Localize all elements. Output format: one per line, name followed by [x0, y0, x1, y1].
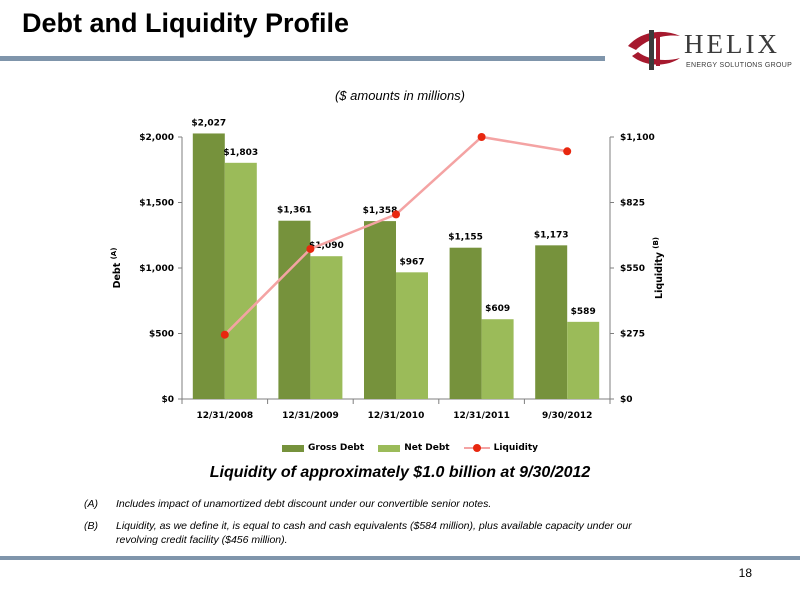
- y-left-tick-label: $0: [161, 395, 174, 405]
- data-label-gross-debt: $1,358: [363, 206, 398, 216]
- bar-net-debt: [481, 319, 514, 399]
- y-right-axis-title: Liquidity (B): [652, 237, 665, 299]
- bar-net-debt: [567, 321, 600, 399]
- x-tick-label: 12/31/2009: [282, 411, 339, 421]
- x-tick-label: 12/31/2008: [196, 411, 253, 421]
- bar-gross-debt: [364, 221, 396, 399]
- footnote-b-marker: (B): [84, 520, 98, 532]
- legend-marker-liquidity: [463, 443, 490, 453]
- footnote-b-text: Liquidity, as we define it, is equal to …: [116, 520, 632, 546]
- footnote-a-marker: (A): [84, 498, 98, 510]
- data-label-net-debt: $967: [399, 257, 424, 267]
- data-label-net-debt: $1,803: [223, 148, 258, 158]
- y-left-tick-label: $500: [149, 330, 174, 340]
- y-right-tick-label: $0: [620, 395, 633, 405]
- chart-legend: Gross Debt Net Debt Liquidity: [282, 441, 552, 455]
- legend-label-net-debt: Net Debt: [404, 443, 450, 453]
- debt-liquidity-chart: $0 $500 $1,000 $1,500 $2,000 $0 $275 $550 $825 $1…: [110, 118, 665, 421]
- data-label-gross-debt: $2,027: [191, 118, 226, 128]
- footnote-a: (A) Includes impact of unamortized debt …: [84, 497, 676, 511]
- x-tick-label: 12/31/2010: [368, 411, 425, 421]
- bar-gross-debt: [449, 247, 482, 399]
- footer-divider: [0, 556, 800, 560]
- bar-net-debt: [396, 272, 428, 399]
- liquidity-callout: Liquidity of approximately $1.0 billion …: [209, 464, 591, 481]
- y-right-tick-label: $275: [620, 330, 645, 340]
- bar-net-debt: [224, 162, 257, 399]
- helix-logo-icon: [628, 30, 680, 70]
- legend-swatch-net-debt: [378, 444, 401, 452]
- y-right-tick-label: $825: [620, 199, 645, 209]
- data-label-gross-debt: $1,361: [277, 206, 312, 216]
- x-tick-label: 9/30/2012: [542, 411, 592, 421]
- bar-gross-debt: [278, 220, 311, 399]
- y-left-tick-label: $2,000: [139, 133, 174, 143]
- legend-item-liquidity: Liquidity: [463, 443, 539, 453]
- y-left-tick-label: $1,500: [139, 199, 174, 209]
- slide-title: Debt and Liquidity Profile: [22, 8, 350, 38]
- legend-item-gross-debt: Gross Debt: [282, 443, 364, 453]
- y-left-axis-title-superscript: (A): [110, 248, 118, 260]
- footnote-a-text: Includes impact of unamortized debt disc…: [116, 498, 492, 510]
- data-label-gross-debt: $1,173: [534, 230, 569, 240]
- x-tick-label: 12/31/2011: [453, 411, 510, 421]
- legend-label-liquidity: Liquidity: [493, 443, 539, 453]
- point-liquidity: [563, 147, 572, 156]
- title-divider: [0, 56, 605, 61]
- y-right-tick-label: $1,100: [620, 133, 655, 143]
- footnote-b: (B) Liquidity, as we define it, is equal…: [84, 519, 676, 547]
- legend-item-net-debt: Net Debt: [378, 443, 450, 453]
- data-label-net-debt: $589: [571, 307, 596, 317]
- point-liquidity: [392, 210, 400, 219]
- data-label-gross-debt: $1,155: [448, 233, 483, 243]
- legend-swatch-gross-debt: [282, 444, 304, 452]
- logo-wordmark: HELIX: [684, 29, 780, 59]
- page-number: 18: [738, 566, 752, 580]
- legend-label-gross-debt: Gross Debt: [308, 443, 365, 453]
- point-liquidity: [220, 330, 229, 339]
- point-liquidity: [477, 133, 486, 141]
- y-right-axis-title-superscript: (B): [652, 237, 660, 249]
- bar-net-debt: [310, 256, 343, 399]
- chart-subtitle: ($ amounts in millions): [334, 88, 466, 103]
- y-left-tick-label: $1,000: [139, 264, 174, 274]
- y-left-axis-title: Debt (A): [110, 248, 123, 289]
- data-label-net-debt: $1,090: [309, 241, 344, 251]
- point-liquidity: [306, 244, 315, 253]
- bar-gross-debt: [535, 245, 568, 399]
- data-label-net-debt: $609: [485, 304, 510, 314]
- y-right-tick-label: $550: [620, 264, 645, 274]
- bar-gross-debt: [192, 133, 225, 399]
- logo-tagline: ENERGY SOLUTIONS GROUP: [686, 62, 793, 69]
